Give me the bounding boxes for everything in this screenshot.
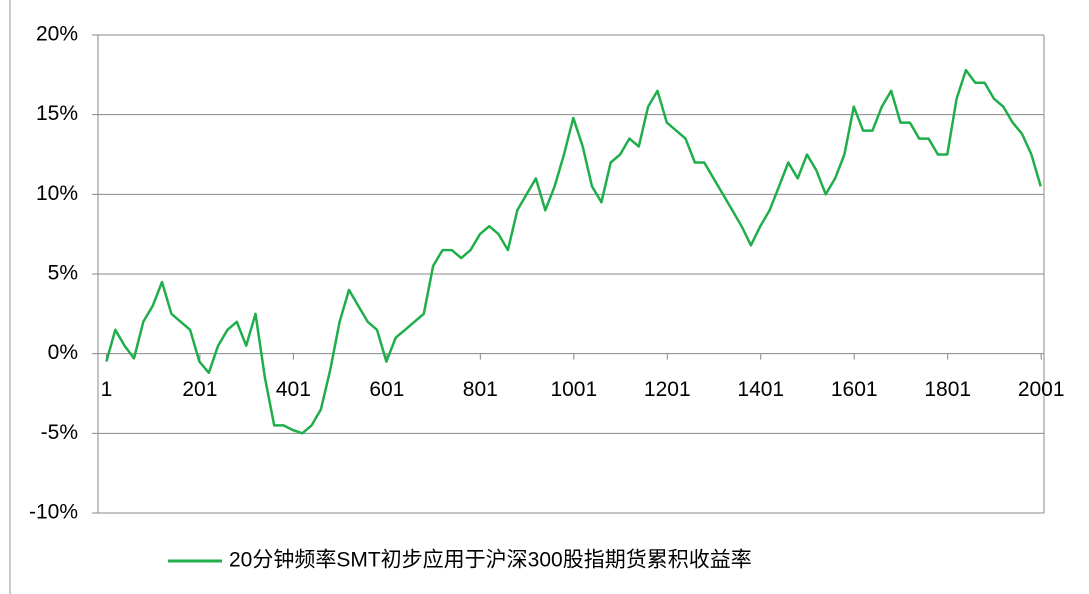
y-tick-label: 15% [36, 102, 78, 125]
x-tick-label: 1201 [644, 378, 691, 401]
x-tick-label: 801 [463, 378, 498, 401]
x-tick-label: 401 [276, 378, 311, 401]
y-tick-label: -5% [41, 421, 78, 444]
x-tick-label: 1601 [831, 378, 878, 401]
y-tick-label: 20% [36, 23, 78, 46]
y-tick-label: 10% [36, 182, 78, 205]
x-tick-label: 601 [369, 378, 404, 401]
y-tick-label: 0% [48, 341, 78, 364]
legend-label: 20分钟频率SMT初步应用于沪深300股指期货累积收益率 [229, 549, 752, 572]
x-tick-label: 1001 [550, 378, 597, 401]
x-tick-label: 1 [101, 378, 113, 401]
y-tick-label: -10% [29, 501, 78, 524]
chart-border [9, 0, 11, 594]
x-tick-label: 201 [182, 378, 217, 401]
x-tick-label: 2001 [1018, 378, 1065, 401]
data-line [105, 68, 1042, 435]
x-tick-label: 1801 [924, 378, 971, 401]
y-tick-label: 5% [48, 262, 78, 285]
x-tick-label: 1401 [737, 378, 784, 401]
